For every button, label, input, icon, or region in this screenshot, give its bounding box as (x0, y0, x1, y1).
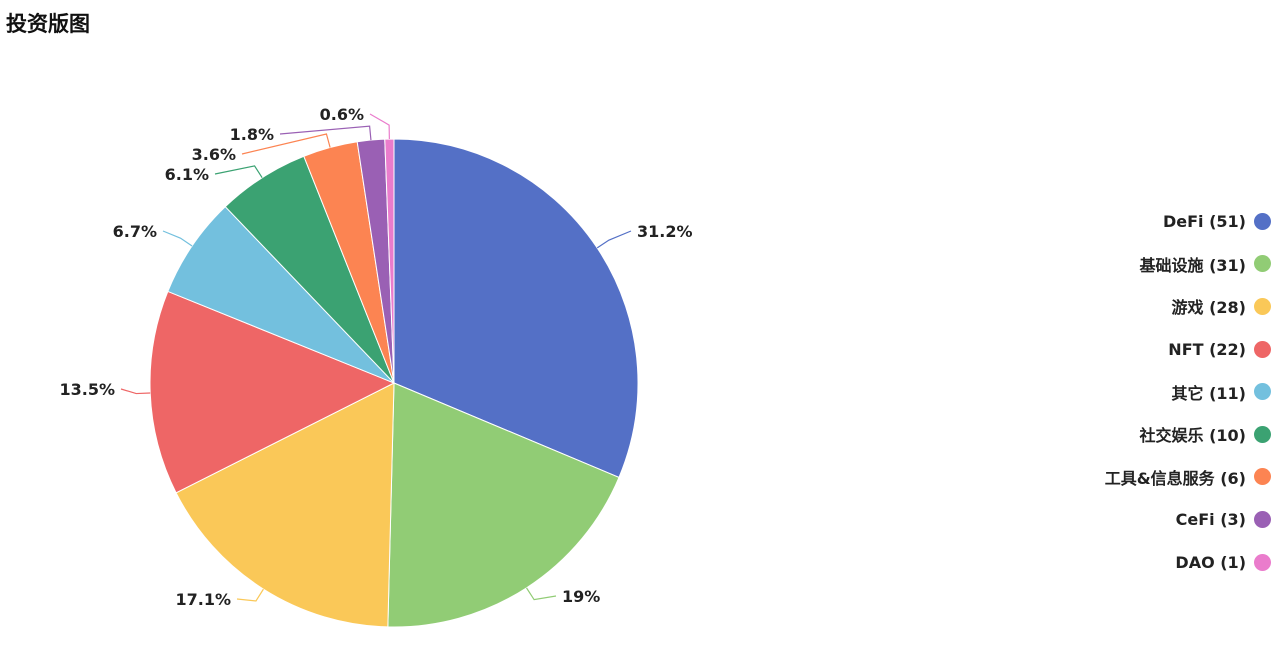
leader-line-9 (369, 113, 390, 140)
legend-label: 基础设施 (31) (1139, 255, 1246, 275)
legend-color-dot (1254, 468, 1271, 486)
legend-color-dot (1254, 212, 1271, 230)
legend-item-9[interactable]: DAO (1) (1011, 541, 1271, 584)
legend-label: 游戏 (28) (1171, 298, 1246, 318)
legend-item-5[interactable]: 其它 (11) (1011, 370, 1271, 413)
legend-color-dot (1254, 553, 1271, 571)
slice-label-6: 6.1% (165, 165, 209, 184)
pie-slice-1[interactable] (393, 138, 639, 479)
legend-item-2[interactable]: 基础设施 (31) (1011, 243, 1271, 286)
slice-label-5: 6.7% (113, 222, 157, 241)
legend-item-1[interactable]: DeFi (51) (1011, 200, 1271, 243)
slice-label-4: 13.5% (59, 380, 115, 399)
pie-slice-3[interactable] (175, 382, 395, 628)
leader-line-7 (241, 133, 331, 155)
slice-label-1: 31.2% (637, 222, 693, 241)
slice-label-2: 19% (562, 587, 600, 606)
chart-title: 投资版图 (6, 12, 90, 36)
legend-label: 社交娱乐 (10) (1139, 426, 1246, 446)
leader-line-6 (214, 165, 263, 179)
legend-color-dot (1254, 425, 1271, 443)
legend-item-6[interactable]: 社交娱乐 (10) (1011, 413, 1271, 456)
legend-color-dot (1254, 255, 1271, 273)
pie-chart: 31.2% 19% 17.1% 13.5% 6.7% 6.1%3.6%1.8% 0.6% (59, 105, 693, 628)
legend-color-dot (1254, 510, 1271, 528)
legend-color-dot (1254, 297, 1271, 315)
leader-line-1 (596, 230, 632, 249)
legend-label: 其它 (11) (1171, 383, 1246, 403)
legend-color-dot (1254, 340, 1271, 358)
legend-item-8[interactable]: CeFi (3) (1011, 498, 1271, 541)
slice-label-7: 3.6% (192, 145, 236, 164)
legend-label: DAO (1) (1175, 552, 1246, 572)
legend-item-7[interactable]: 工具&信息服务 (6) (1011, 456, 1271, 499)
legend: DeFi (51) 基础设施 (31) 游戏 (28) NFT (22) 其它 (11)… (1011, 200, 1271, 583)
pie-slice-9[interactable] (384, 138, 395, 384)
slice-label-8: 1.8% (230, 125, 274, 144)
legend-color-dot (1254, 383, 1271, 401)
legend-label: NFT (22) (1168, 339, 1246, 359)
pie-slice-2[interactable] (387, 382, 620, 628)
slice-label-9: 0.6% (320, 105, 364, 124)
leader-line-4 (120, 388, 151, 395)
leader-line-3 (236, 588, 264, 602)
legend-label: 工具&信息服务 (6) (1104, 468, 1246, 488)
leader-line-2 (526, 587, 557, 601)
legend-item-4[interactable]: NFT (22) (1011, 328, 1271, 371)
legend-label: CeFi (3) (1175, 509, 1246, 529)
legend-label: DeFi (51) (1162, 211, 1246, 231)
leader-line-8 (279, 125, 372, 141)
legend-item-3[interactable]: 游戏 (28) (1011, 285, 1271, 328)
slice-label-3: 17.1% (175, 590, 231, 609)
leader-line-5 (162, 230, 193, 247)
